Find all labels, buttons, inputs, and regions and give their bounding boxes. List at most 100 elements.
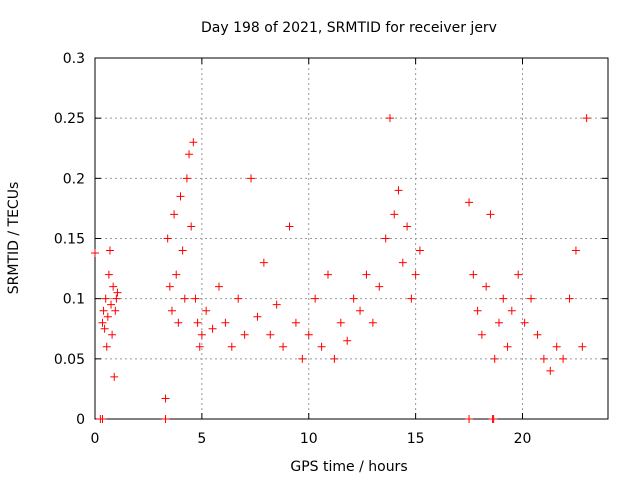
data-point — [193, 318, 202, 327]
data-point — [266, 330, 275, 339]
data-point — [291, 318, 300, 327]
data-point — [546, 366, 555, 375]
data-point — [403, 222, 412, 231]
data-point — [112, 294, 121, 303]
data-point — [533, 330, 542, 339]
data-point — [482, 282, 491, 291]
x-tick-label: 5 — [197, 431, 206, 447]
y-tick-label: 0.05 — [54, 352, 85, 368]
data-point — [469, 270, 478, 279]
data-point — [189, 138, 198, 147]
data-point — [503, 342, 512, 351]
data-point — [221, 318, 230, 327]
data-point — [182, 174, 191, 183]
data-point — [197, 330, 206, 339]
grid-lines — [95, 58, 608, 419]
data-point — [565, 294, 574, 303]
data-point — [489, 415, 498, 423]
data-point — [473, 306, 482, 315]
data-point — [323, 270, 332, 279]
data-point — [411, 270, 420, 279]
data-point — [109, 282, 118, 291]
data-point — [490, 354, 499, 363]
data-point — [170, 210, 179, 219]
data-point — [330, 354, 339, 363]
data-point — [240, 330, 249, 339]
data-point — [110, 372, 119, 381]
data-point — [105, 246, 114, 255]
data-point — [285, 222, 294, 231]
data-point — [247, 174, 256, 183]
chart-title: Day 198 of 2021, SRMTID for receiver jer… — [201, 20, 497, 36]
data-point — [178, 246, 187, 255]
data-point — [571, 246, 580, 255]
y-tick-label: 0.15 — [54, 232, 85, 248]
data-point — [208, 324, 217, 333]
data-point — [559, 354, 568, 363]
data-point — [520, 318, 529, 327]
data-point — [102, 342, 111, 351]
data-point — [311, 294, 320, 303]
data-point — [99, 306, 108, 315]
data-point — [98, 318, 107, 327]
data-point — [174, 318, 183, 327]
data-point — [486, 210, 495, 219]
data-point — [161, 415, 170, 423]
data-point — [582, 114, 591, 123]
data-point — [499, 294, 508, 303]
data-point — [317, 342, 326, 351]
data-point — [375, 282, 384, 291]
data-points — [91, 114, 591, 423]
y-axis-label: SRMTID / TECUs — [6, 182, 22, 295]
data-point — [234, 294, 243, 303]
data-point — [103, 312, 112, 321]
data-point — [298, 354, 307, 363]
data-point — [362, 270, 371, 279]
data-point — [336, 318, 345, 327]
y-tick-label: 0 — [76, 412, 85, 428]
data-point — [165, 282, 174, 291]
data-point — [527, 294, 536, 303]
data-point — [259, 258, 268, 267]
x-tick-label: 0 — [91, 431, 100, 447]
data-point — [91, 248, 99, 257]
data-point — [107, 300, 116, 309]
data-point — [108, 330, 117, 339]
data-point — [477, 330, 486, 339]
y-tick-label: 0.1 — [63, 292, 85, 308]
data-point — [163, 234, 172, 243]
data-point — [185, 150, 194, 159]
data-point — [161, 394, 170, 403]
data-point — [100, 324, 109, 333]
data-point — [272, 300, 281, 309]
data-point — [494, 318, 503, 327]
data-point — [390, 210, 399, 219]
data-point — [407, 294, 416, 303]
data-point — [552, 342, 561, 351]
data-point — [465, 198, 474, 207]
data-point — [349, 294, 358, 303]
data-point — [394, 186, 403, 195]
data-point — [101, 294, 110, 303]
data-point — [104, 270, 113, 279]
data-point — [279, 342, 288, 351]
data-point — [385, 114, 394, 123]
data-point — [172, 270, 181, 279]
axis-ticks: 0 0.05 0.1 0.15 0.2 0.25 0.3 0 5 10 15 20 — [54, 51, 608, 447]
data-point — [111, 306, 120, 315]
data-point — [368, 318, 377, 327]
data-point — [578, 342, 587, 351]
data-point — [253, 312, 262, 321]
data-point — [214, 282, 223, 291]
y-tick-label: 0.25 — [54, 111, 85, 127]
data-point — [539, 354, 548, 363]
data-point — [98, 415, 107, 423]
x-axis-label: GPS time / hours — [290, 459, 407, 475]
data-point — [191, 294, 200, 303]
data-point — [507, 306, 516, 315]
data-point — [176, 192, 185, 201]
data-point — [356, 306, 365, 315]
data-point — [227, 342, 236, 351]
data-point — [381, 234, 390, 243]
